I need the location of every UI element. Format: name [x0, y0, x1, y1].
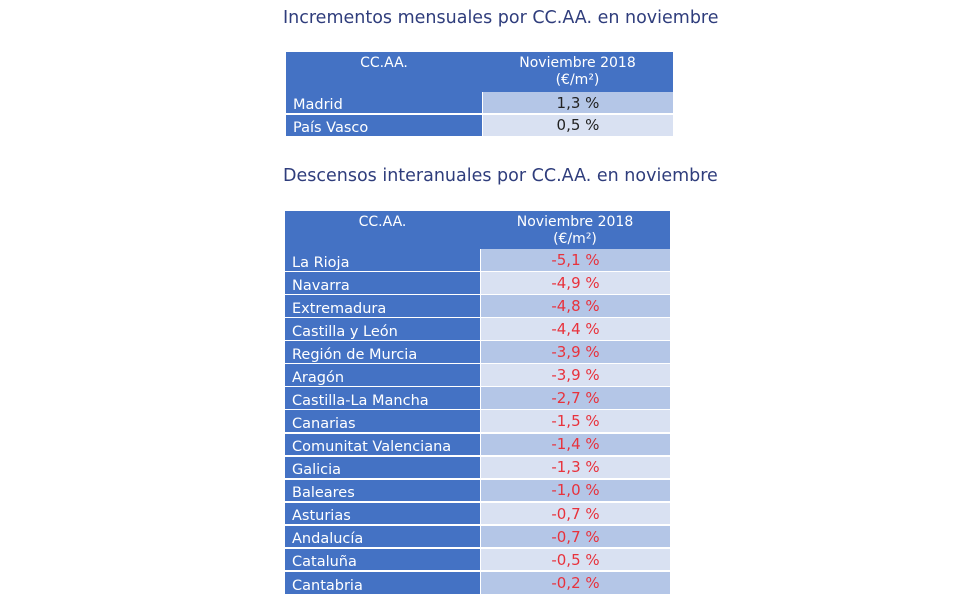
region-cell: Extremadura — [285, 295, 480, 318]
value-cell: -3,9 % — [480, 341, 670, 364]
region-cell: Castilla-La Mancha — [285, 387, 480, 410]
region-cell: Comunitat Valenciana — [285, 433, 480, 457]
value-cell: -0,7 % — [480, 502, 670, 526]
header-line: (€/m²) — [555, 72, 600, 88]
region-cell: Andalucía — [285, 525, 480, 549]
header-cell: Noviembre 2018 (€/m²) — [482, 52, 673, 92]
header-cell: CC.AA. — [285, 211, 480, 249]
value-cell: -0,5 % — [480, 548, 670, 572]
value-cell: -3,9 % — [480, 364, 670, 387]
value-cell: 0,5 % — [482, 114, 673, 137]
value-cell: -4,8 % — [480, 295, 670, 318]
header-cell: CC.AA. — [286, 52, 482, 92]
header-line: Noviembre 2018 — [516, 214, 634, 230]
region-cell: Castilla y León — [285, 318, 480, 341]
header-cell: Noviembre 2018 (€/m²) — [480, 211, 670, 249]
value-cell: -1,3 % — [480, 456, 670, 480]
region-cell: Asturias — [285, 502, 480, 526]
value-cell: -0,7 % — [480, 525, 670, 549]
value-cell: -1,5 % — [480, 410, 670, 434]
value-cell: 1,3 % — [482, 92, 673, 115]
region-cell: Canarias — [285, 410, 480, 434]
header-line: Noviembre 2018 — [519, 55, 636, 71]
value-cell: -1,4 % — [480, 433, 670, 457]
region-cell: Baleares — [285, 479, 480, 503]
region-cell: Cataluña — [285, 548, 480, 572]
value-cell: -0,2 % — [480, 571, 670, 595]
value-cell: -2,7 % — [480, 387, 670, 410]
header-line: (€/m²) — [553, 231, 597, 247]
region-cell: Aragón — [285, 364, 480, 387]
region-cell: Galicia — [285, 456, 480, 480]
region-cell: País Vasco — [286, 114, 482, 137]
value-cell: -4,9 % — [480, 272, 670, 295]
region-cell: Navarra — [285, 272, 480, 295]
region-cell: Madrid — [286, 92, 482, 115]
region-cell: La Rioja — [285, 249, 480, 272]
section-title: Descensos interanuales por CC.AA. en nov… — [283, 166, 718, 186]
value-cell: -1,0 % — [480, 479, 670, 503]
region-cell: Región de Murcia — [285, 341, 480, 364]
value-cell: -5,1 % — [480, 249, 670, 272]
region-cell: Cantabria — [285, 571, 480, 595]
value-cell: -4,4 % — [480, 318, 670, 341]
section-title: Incrementos mensuales por CC.AA. en novi… — [283, 8, 719, 28]
